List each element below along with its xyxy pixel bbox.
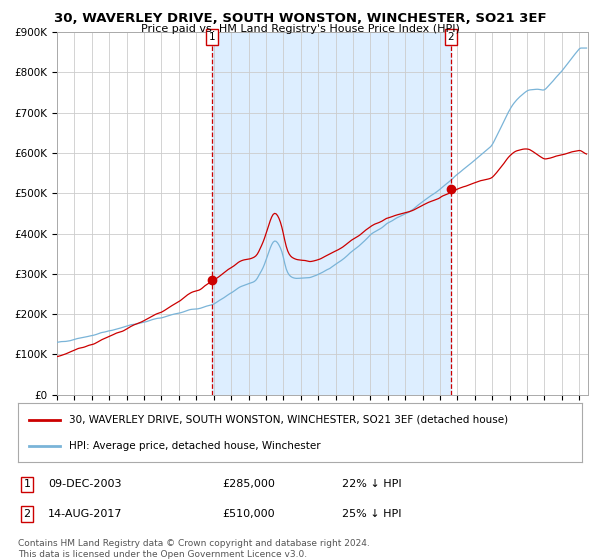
Text: 14-AUG-2017: 14-AUG-2017: [48, 509, 122, 519]
Text: Price paid vs. HM Land Registry's House Price Index (HPI): Price paid vs. HM Land Registry's House …: [140, 24, 460, 34]
Text: 1: 1: [209, 32, 215, 42]
Text: 2: 2: [23, 509, 31, 519]
Text: 30, WAVERLEY DRIVE, SOUTH WONSTON, WINCHESTER, SO21 3EF: 30, WAVERLEY DRIVE, SOUTH WONSTON, WINCH…: [53, 12, 547, 25]
Text: 09-DEC-2003: 09-DEC-2003: [48, 479, 121, 489]
Text: Contains HM Land Registry data © Crown copyright and database right 2024.: Contains HM Land Registry data © Crown c…: [18, 539, 370, 548]
Text: HPI: Average price, detached house, Winchester: HPI: Average price, detached house, Winc…: [69, 441, 320, 451]
Text: 30, WAVERLEY DRIVE, SOUTH WONSTON, WINCHESTER, SO21 3EF (detached house): 30, WAVERLEY DRIVE, SOUTH WONSTON, WINCH…: [69, 414, 508, 424]
Text: £285,000: £285,000: [222, 479, 275, 489]
Text: 2: 2: [448, 32, 454, 42]
Text: 1: 1: [23, 479, 31, 489]
Bar: [212, 32, 451, 395]
Text: 25% ↓ HPI: 25% ↓ HPI: [342, 509, 401, 519]
Text: This data is licensed under the Open Government Licence v3.0.: This data is licensed under the Open Gov…: [18, 550, 307, 559]
Text: 22% ↓ HPI: 22% ↓ HPI: [342, 479, 401, 489]
Text: £510,000: £510,000: [222, 509, 275, 519]
